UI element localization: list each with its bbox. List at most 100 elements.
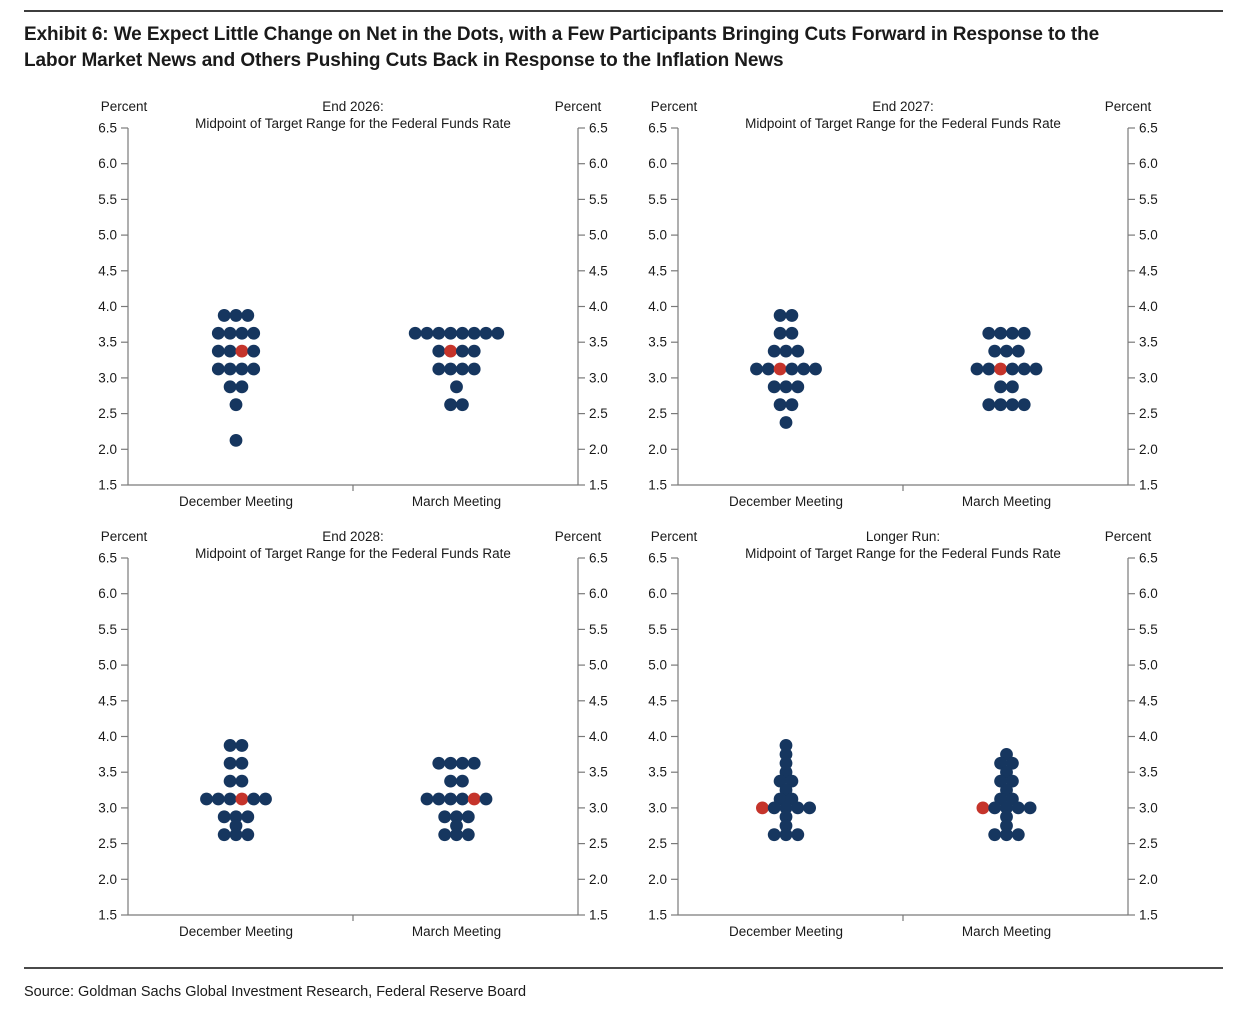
y-axis-caption-left: Percent: [651, 99, 698, 114]
dot: [982, 362, 996, 376]
dot: [1011, 344, 1025, 358]
dot: [444, 756, 457, 770]
dot: [420, 326, 434, 340]
dot: [456, 344, 469, 358]
dot: [767, 828, 781, 842]
y-tick-label-left: 6.0: [98, 156, 117, 171]
dot: [223, 326, 237, 340]
dot: [1017, 362, 1031, 376]
dot: [1006, 398, 1019, 412]
dot: [432, 344, 446, 358]
y-tick-label-right: 6.0: [589, 586, 608, 601]
median-dot: [976, 801, 990, 815]
dot: [229, 433, 243, 447]
dot: [1023, 801, 1037, 815]
dot: [767, 344, 781, 358]
y-tick-label-right: 2.0: [589, 872, 608, 887]
y-tick-label-left: 2.0: [648, 872, 667, 887]
dot: [456, 774, 469, 788]
dot: [1006, 380, 1019, 394]
category-label: March Meeting: [412, 494, 501, 509]
y-axis-caption-right: Percent: [555, 529, 602, 544]
dot: [785, 309, 799, 322]
y-tick-label-left: 1.5: [648, 478, 667, 493]
dot: [456, 362, 469, 376]
y-tick-label-right: 3.0: [589, 370, 608, 385]
dot: [491, 326, 505, 340]
dot: [779, 739, 793, 752]
dot: [444, 792, 457, 806]
source-line: Source: Goldman Sachs Global Investment …: [24, 984, 527, 1000]
top-rule: [24, 10, 1223, 12]
dot: [217, 828, 231, 842]
y-tick-label-left: 4.0: [98, 299, 117, 314]
dot: [779, 756, 793, 770]
y-tick-label-right: 3.5: [1139, 765, 1158, 780]
dot: [988, 344, 1002, 358]
dot: [456, 756, 469, 770]
y-tick-label-right: 4.0: [1139, 299, 1158, 314]
y-tick-label-right: 6.5: [1139, 121, 1158, 136]
dot: [241, 309, 255, 322]
exhibit-title-line-2: Labor Market News and Others Pushing Cut…: [24, 50, 784, 72]
dot: [450, 380, 463, 394]
dot: [785, 326, 799, 340]
dot: [779, 380, 793, 394]
y-tick-label-right: 4.5: [589, 693, 608, 708]
y-tick-label-left: 6.5: [648, 551, 667, 566]
dot: [241, 810, 255, 824]
dot: [450, 810, 463, 824]
dot: [779, 801, 793, 815]
y-tick-label-left: 1.5: [98, 478, 117, 493]
dot: [247, 326, 261, 340]
dot: [211, 792, 225, 806]
dot: [420, 792, 434, 806]
y-tick-label-right: 1.5: [589, 908, 608, 923]
dot: [970, 362, 984, 376]
y-axis-caption-left: Percent: [651, 529, 698, 544]
y-tick-label-left: 5.0: [648, 658, 667, 673]
y-axis-caption-right: Percent: [555, 99, 602, 114]
dot: [461, 828, 475, 842]
y-tick-label-left: 5.5: [648, 192, 667, 207]
y-tick-label-right: 5.0: [589, 228, 608, 243]
dot: [235, 362, 249, 376]
dot: [982, 398, 996, 412]
y-tick-label-right: 3.5: [1139, 335, 1158, 350]
y-tick-label-right: 5.5: [1139, 622, 1158, 637]
y-tick-label-left: 5.0: [98, 228, 117, 243]
y-tick-label-right: 1.5: [589, 478, 608, 493]
dot: [432, 326, 446, 340]
dot: [779, 416, 793, 429]
y-tick-label-right: 2.5: [589, 836, 608, 851]
y-tick-label-left: 2.0: [648, 442, 667, 457]
dot: [223, 362, 237, 376]
dot: [456, 792, 469, 806]
median-dot: [994, 362, 1007, 376]
dot: [791, 380, 805, 394]
panel-subtitle: Midpoint of Target Range for the Federal…: [745, 116, 1061, 131]
dot: [229, 819, 243, 833]
y-tick-label-left: 5.0: [98, 658, 117, 673]
y-tick-label-left: 2.5: [98, 406, 117, 421]
dot: [456, 326, 469, 340]
y-tick-label-right: 2.5: [589, 406, 608, 421]
y-tick-label-right: 3.5: [589, 335, 608, 350]
panel-title: End 2028:: [322, 529, 384, 544]
dot: [444, 362, 457, 376]
y-tick-label-right: 2.0: [589, 442, 608, 457]
dot: [456, 398, 469, 412]
dot: [779, 828, 793, 842]
y-tick-label-right: 4.5: [1139, 693, 1158, 708]
dot: [211, 344, 225, 358]
dot: [994, 380, 1007, 394]
y-tick-label-left: 6.5: [648, 121, 667, 136]
dot: [461, 810, 475, 824]
dot: [809, 362, 822, 376]
dot: [450, 819, 463, 833]
panel-title: Longer Run:: [866, 529, 940, 544]
y-tick-label-right: 3.5: [589, 765, 608, 780]
y-tick-label-left: 6.0: [98, 586, 117, 601]
dot: [438, 828, 452, 842]
dot-plot-end-2028: End 2028: Midpoint of Target Range for th…: [98, 529, 608, 939]
